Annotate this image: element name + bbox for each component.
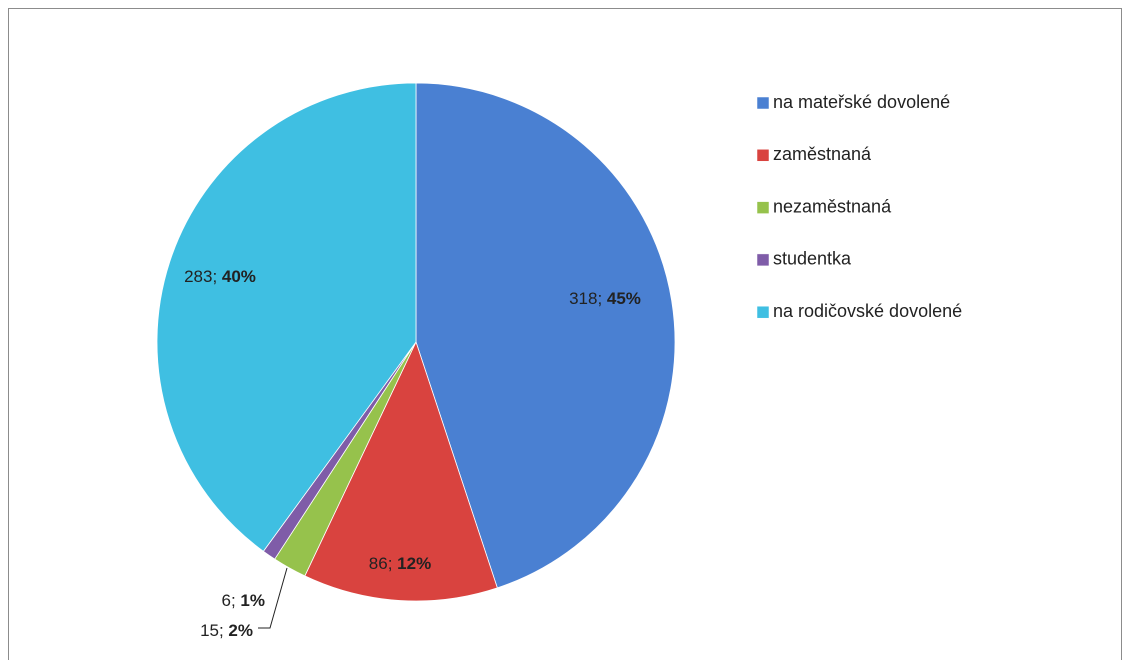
data-label: 283; 40% <box>184 267 256 286</box>
data-label: 15; 2% <box>200 621 253 640</box>
legend-swatch <box>756 96 770 110</box>
legend-label: studentka <box>773 249 852 269</box>
legend-swatch <box>756 253 770 267</box>
pie-slice <box>304 340 498 602</box>
legend-swatch <box>756 149 770 162</box>
pie-slice <box>415 82 676 589</box>
pie-slice <box>156 82 417 552</box>
data-label: 6; 1% <box>222 591 265 610</box>
data-label: 86; 12% <box>369 554 431 573</box>
legend-label: nezaměstnaná <box>773 196 892 216</box>
leader-line <box>258 567 288 629</box>
data-label: 318; 45% <box>569 289 641 308</box>
legend-label: na mateřské dovolené <box>773 92 950 112</box>
legend-label: na rodičovské dovolené <box>773 301 962 321</box>
legend-swatch <box>756 305 770 319</box>
legend-label: zaměstnaná <box>773 144 872 164</box>
legend-swatch <box>756 201 770 214</box>
